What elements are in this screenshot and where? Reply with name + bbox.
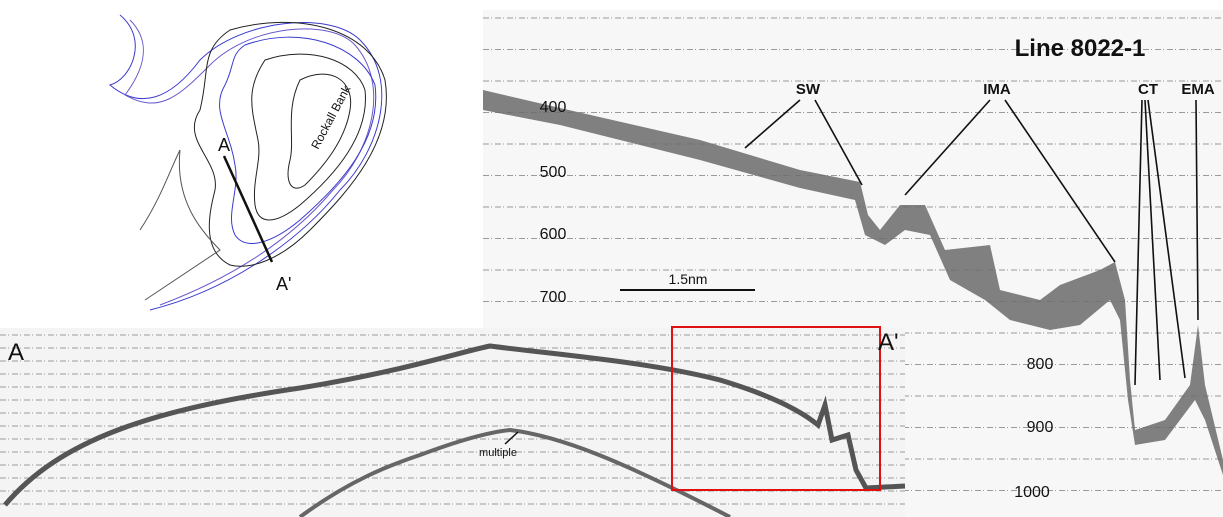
depth-label: 800 [1027,356,1054,373]
profile-start-label: A [8,339,24,366]
seafloor-reflector [3,343,906,507]
contour [219,36,377,244]
contour [251,53,366,221]
map-start-label: A [218,135,230,155]
depth-label: 500 [540,164,567,181]
map-end-label: A' [276,274,291,294]
leader-lines [744,99,1199,386]
contour [193,21,387,267]
contour [287,73,352,189]
horizontal-lines [0,334,905,505]
lower-profile: A A' multiple [0,326,906,517]
feature-label: CT [1138,81,1158,98]
contour [139,149,221,301]
scale-bar-label: 1.5nm [669,271,708,287]
profile-line [222,155,274,263]
depth-label: 1000 [1014,484,1050,501]
zoom-box [671,326,881,491]
profile-background [0,328,905,517]
profile-title: Line 8022-1 [1015,35,1146,62]
multiple-reflector [298,427,731,517]
contour [108,14,383,311]
location-map: A A' Rockall Bank [108,14,387,311]
feature-label: SW [796,81,821,98]
contour [124,19,375,306]
depth-label: 900 [1027,419,1054,436]
leader-line [504,431,519,445]
feature-label: EMA [1181,81,1215,98]
feature-label: IMA [983,81,1011,98]
annotation: multiple [479,447,517,459]
map-place-label: Rockall Bank [308,82,354,151]
profile-end-label: A' [878,329,899,356]
seafloor-reflector [483,90,1223,475]
depth-label: 700 [540,289,567,306]
depth-label: 600 [540,226,567,243]
depth-label: 400 [540,99,567,116]
